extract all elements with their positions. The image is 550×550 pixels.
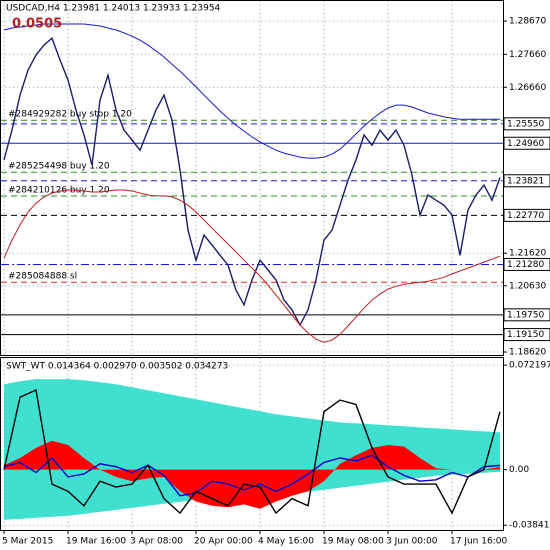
y-tick-label: 1.21620 <box>509 249 546 259</box>
level-label: 1.23821 <box>507 176 544 186</box>
chart-subtitle: 0.0505 <box>12 17 62 32</box>
level-label: 1.24960 <box>507 139 544 149</box>
x-tick-label: 5 Mar 2015 <box>2 537 53 547</box>
level-label: 1.19750 <box>507 310 544 320</box>
indicator-frame <box>0 357 504 531</box>
x-tick-label: 3 Jun 00:00 <box>386 537 438 547</box>
level-label-box <box>503 257 550 271</box>
y-tick-label: 1.28670 <box>509 17 546 27</box>
series-line <box>3 388 501 515</box>
y-tick-label: -0.038413 <box>509 521 550 531</box>
level-label: 1.25550 <box>507 119 544 129</box>
level-label-box <box>503 308 550 322</box>
series-line <box>3 454 501 497</box>
x-tick-label: 4 May 16:00 <box>258 537 314 547</box>
level-label-box <box>503 174 550 188</box>
x-tick-label: 20 Apr 00:00 <box>194 537 253 547</box>
level-label-box <box>503 136 550 150</box>
order-label: #284210126 buy 1.20 <box>8 185 110 195</box>
y-tick-label: 0.072197 <box>509 361 550 371</box>
level-label: 1.21280 <box>507 260 544 270</box>
indicator-title: SWT_WT 0.014364 0.002970 0.003502 0.0342… <box>6 362 228 372</box>
x-tick-label: 17 Jun 16:00 <box>450 537 507 547</box>
level-label-box <box>503 117 550 131</box>
series-line <box>3 189 501 343</box>
order-label: #285254498 buy 1.20 <box>8 162 110 172</box>
y-tick-label: 1.27660 <box>509 50 546 60</box>
x-tick-label: 19 Mar 16:00 <box>66 537 126 547</box>
order-label: #285084888 sl <box>8 272 77 282</box>
y-tick-label: 1.26660 <box>509 83 546 93</box>
level-label: 1.19150 <box>507 330 544 340</box>
x-tick-label: 3 Apr 08:00 <box>130 537 183 547</box>
x-tick-label: 19 May 08:00 <box>322 537 384 547</box>
y-tick-label: 0.00 <box>509 465 529 475</box>
order-label: #284929282 buy stop 1.20 <box>8 110 132 120</box>
series-line <box>3 23 500 159</box>
y-tick-label: 1.20630 <box>509 281 546 291</box>
level-label: 1.22770 <box>507 211 544 221</box>
level-label-box <box>503 208 550 222</box>
series-area <box>4 379 500 470</box>
chart-title: USDCAD,H4 1.23981 1.24013 1.23933 1.2395… <box>6 4 221 14</box>
series-line <box>3 37 501 327</box>
y-tick-label: 1.18620 <box>509 348 546 358</box>
level-label-box <box>503 328 550 342</box>
